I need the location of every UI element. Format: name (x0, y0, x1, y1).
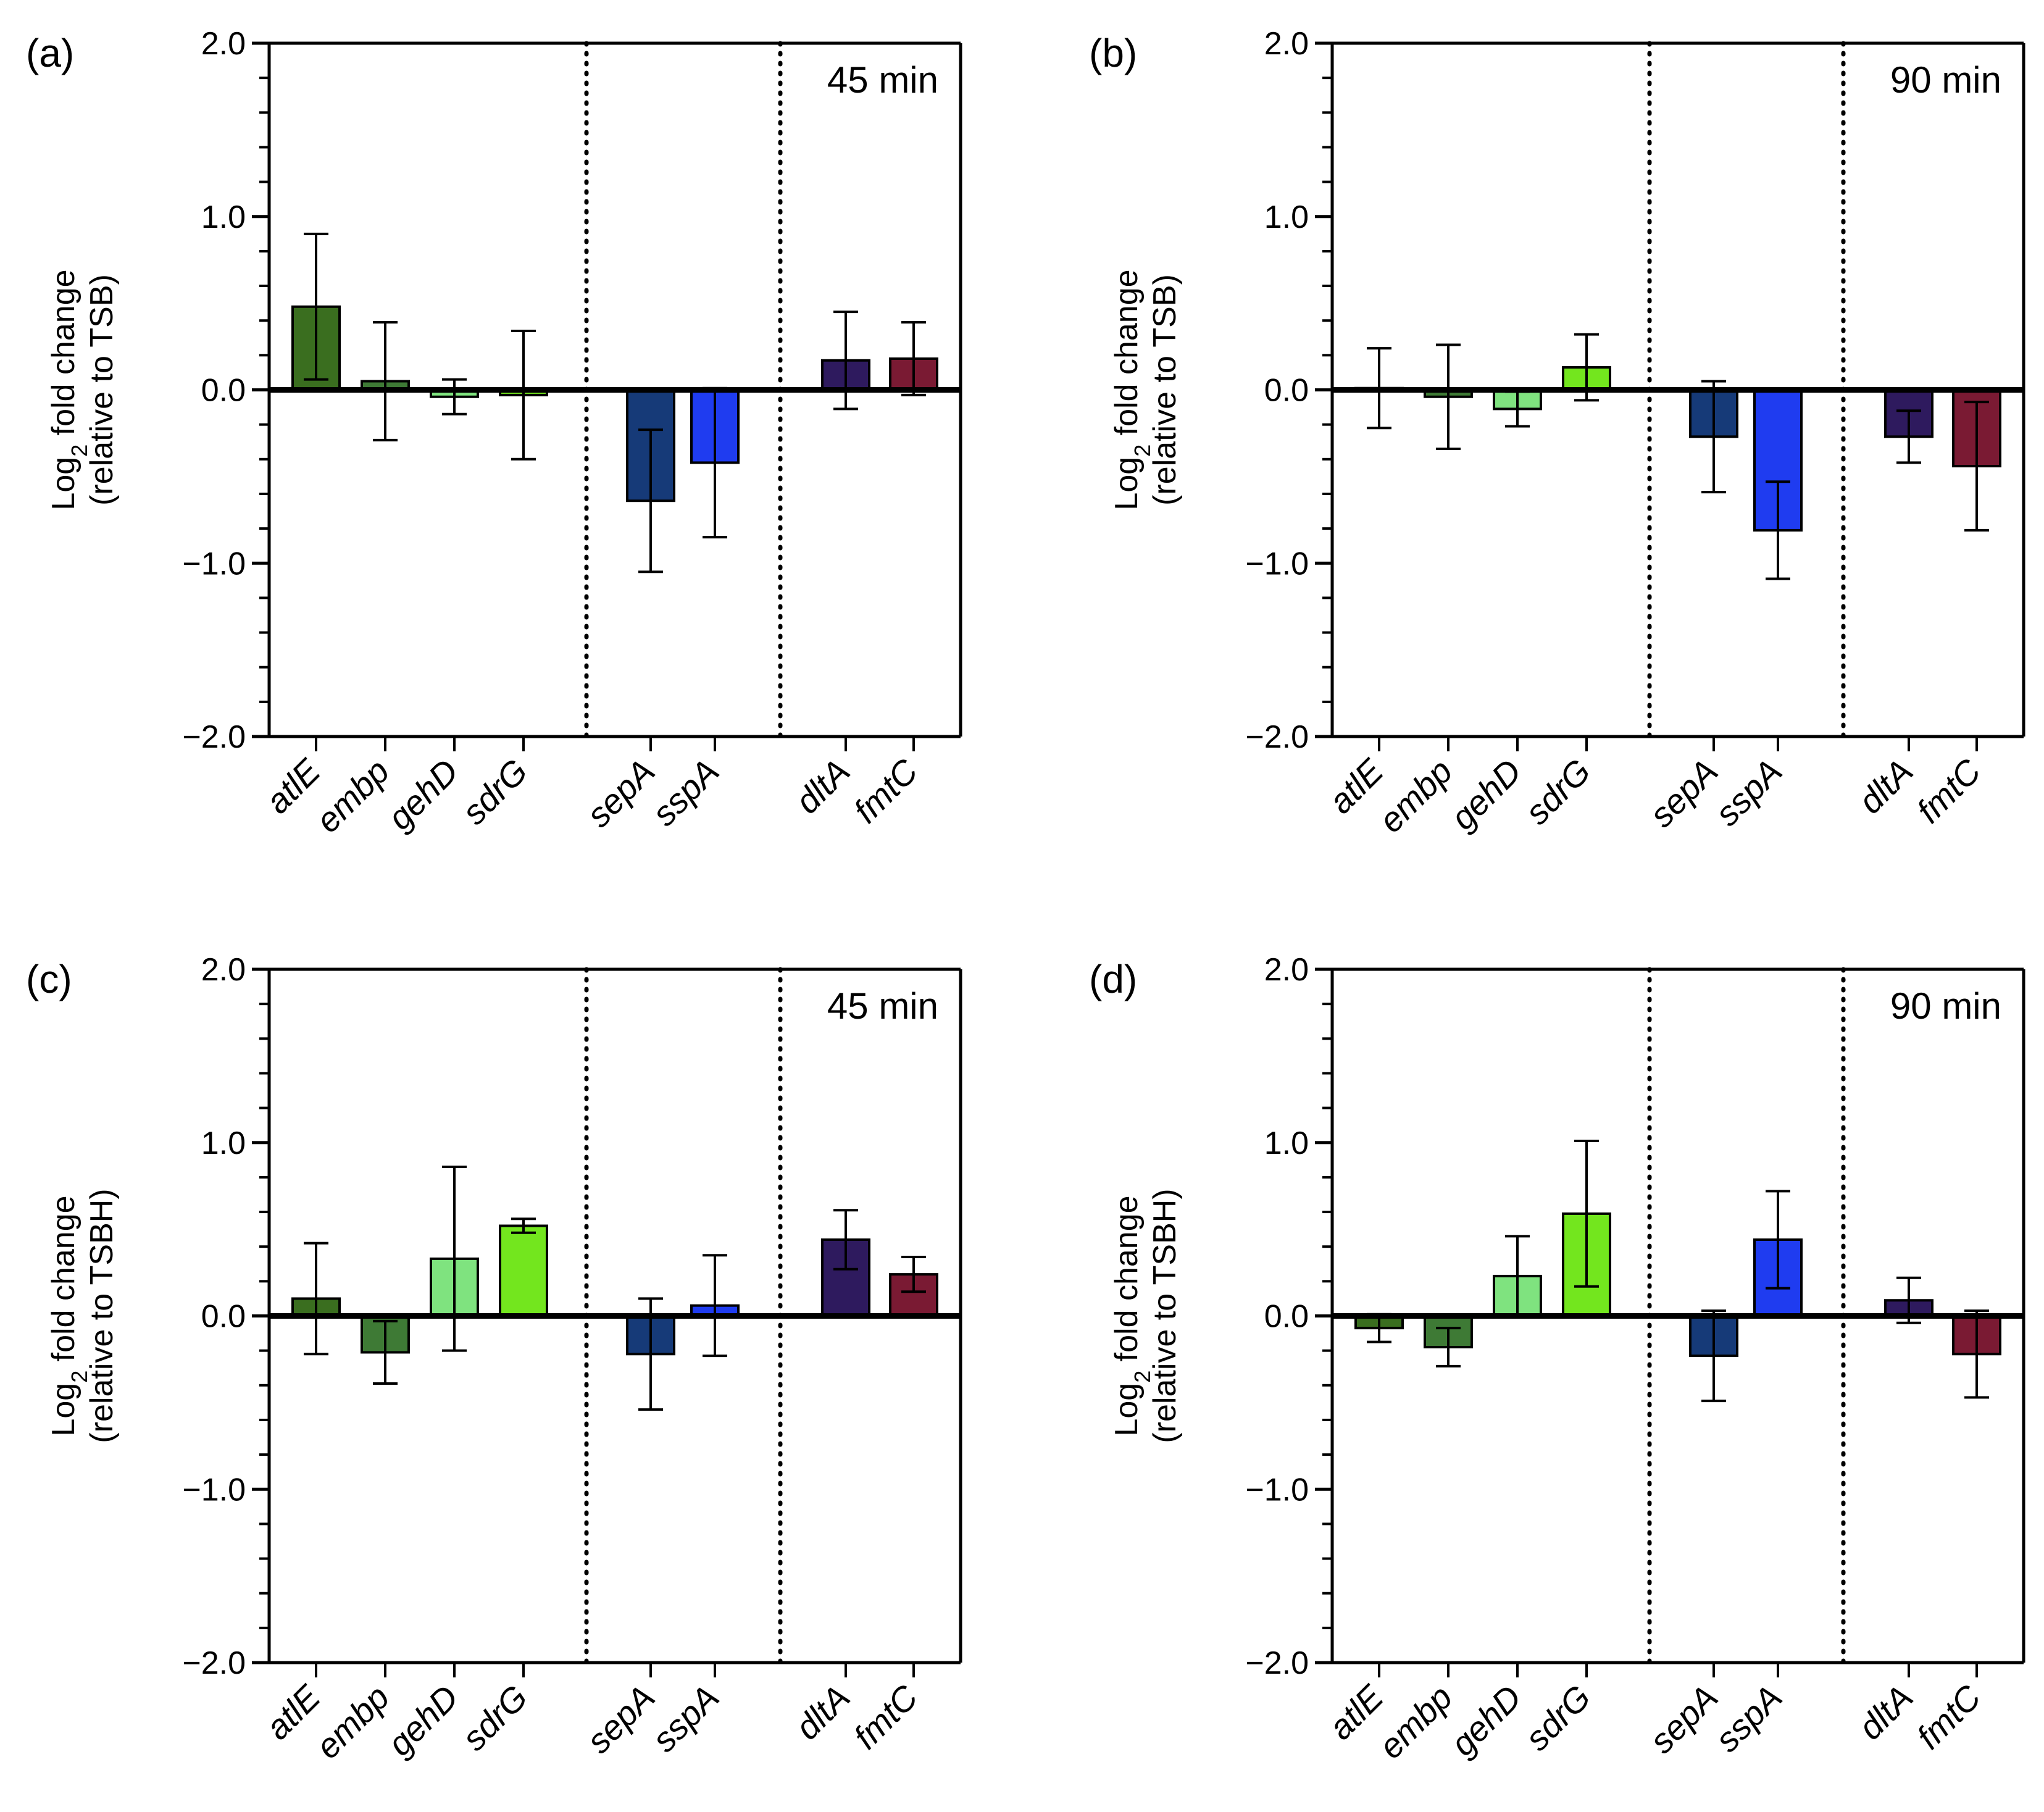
x-tick-label-embp: embp (1371, 1677, 1460, 1766)
y-axis-label: Log2 fold change (relative to TSBH) (46, 1188, 120, 1443)
x-tick-label-dltA: dltA (788, 751, 857, 821)
y-tick-label: 2.0 (201, 952, 246, 988)
y-tick-label: 2.0 (1264, 952, 1309, 988)
x-tick-label-gehD: gehD (1443, 751, 1529, 837)
chart-panel-a: (a) 45 min Log2 fold change (relative to TS… (26, 26, 962, 840)
x-tick-label-sdrG: sdrG (1517, 751, 1598, 832)
y-tick-label: 2.0 (201, 26, 246, 62)
x-tick-label-sepA: sepA (1642, 1677, 1725, 1761)
x-tick-label-sdrG: sdrG (454, 751, 535, 832)
y-axis-label: Log2 fold change (relative to TSBH) (1109, 1188, 1183, 1443)
y-axis-label-line1: Log2 fold change (1109, 269, 1155, 510)
bar-sdrG (499, 1224, 548, 1317)
y-tick-label: 0.0 (1264, 373, 1309, 409)
x-tick-label-gehD: gehD (380, 751, 465, 837)
y-tick-label: −2.0 (182, 1645, 246, 1681)
x-tick-label-sspA: sspA (644, 751, 727, 833)
y-axis-label-line2: (relative to TSB) (1147, 274, 1183, 506)
y-axis-label-line2: (relative to TSBH) (84, 1188, 120, 1443)
y-tick-label: 0.0 (201, 1299, 246, 1335)
panel-label: (d) (1089, 957, 1137, 1001)
panel-label: (b) (1089, 31, 1137, 75)
x-tick-label-sspA: sspA (644, 1677, 727, 1760)
chart-panel-b: (b) 90 min Log2 fold change (relative to TS… (1089, 26, 2025, 840)
y-tick-label: −1.0 (182, 546, 246, 582)
x-tick-label-sepA: sepA (579, 751, 662, 835)
y-tick-label: −1.0 (1245, 546, 1309, 582)
x-tick-label-gehD: gehD (380, 1677, 465, 1763)
y-axis-label-line1: Log2 fold change (1109, 1195, 1155, 1436)
time-label: 45 min (827, 985, 938, 1027)
y-tick-label: −2.0 (182, 719, 246, 755)
time-label: 90 min (1890, 985, 2001, 1027)
time-label: 90 min (1890, 59, 2001, 101)
x-tick-label-sspA: sspA (1708, 751, 1790, 833)
y-tick-label: 1.0 (1264, 199, 1309, 235)
y-tick-label: −2.0 (1245, 719, 1309, 755)
chart-panel-c: (c) 45 min Log2 fold change (relative to TS… (26, 952, 962, 1766)
y-tick-label: −1.0 (182, 1472, 246, 1508)
y-axis-label-line2: (relative to TSBH) (1147, 1188, 1183, 1443)
x-tick-label-dltA: dltA (1851, 751, 1921, 821)
panel-label: (a) (26, 31, 74, 75)
x-tick-label-dltA: dltA (788, 1677, 857, 1747)
x-tick-label-embp: embp (308, 751, 397, 840)
x-tick-label-fmtC: fmtC (1909, 1677, 1988, 1757)
x-tick-label-fmtC: fmtC (846, 751, 925, 831)
y-tick-label: −1.0 (1245, 1472, 1309, 1508)
y-tick-label: 1.0 (201, 1125, 246, 1161)
x-tick-label-fmtC: fmtC (1909, 751, 1988, 831)
x-tick-label-sspA: sspA (1708, 1677, 1790, 1760)
y-tick-label: 2.0 (1264, 26, 1309, 62)
y-axis-label: Log2 fold change (relative to TSB) (46, 269, 120, 510)
y-tick-label: −2.0 (1245, 1645, 1309, 1681)
x-tick-label-fmtC: fmtC (846, 1677, 925, 1757)
x-tick-label-embp: embp (308, 1677, 397, 1766)
x-tick-label-dltA: dltA (1851, 1677, 1921, 1747)
x-tick-label-sdrG: sdrG (454, 1677, 535, 1758)
y-axis-label-line1: Log2 fold change (46, 269, 92, 510)
x-tick-label-gehD: gehD (1443, 1677, 1529, 1763)
y-tick-label: 1.0 (1264, 1125, 1309, 1161)
y-tick-label: 0.0 (201, 373, 246, 409)
x-tick-label-sdrG: sdrG (1517, 1677, 1598, 1758)
x-tick-label-sepA: sepA (579, 1677, 662, 1761)
y-axis-label-line1: Log2 fold change (46, 1195, 92, 1436)
time-label: 45 min (827, 59, 938, 101)
x-tick-label-embp: embp (1371, 751, 1460, 840)
y-tick-label: 0.0 (1264, 1299, 1309, 1335)
y-tick-label: 1.0 (201, 199, 246, 235)
x-tick-label-sepA: sepA (1642, 751, 1725, 835)
panel-label: (c) (26, 957, 72, 1001)
y-axis-label: Log2 fold change (relative to TSB) (1109, 269, 1183, 510)
y-axis-label-line2: (relative to TSB) (84, 274, 120, 506)
chart-panel-d: (d) 90 min Log2 fold change (relative to TS… (1089, 952, 2025, 1766)
